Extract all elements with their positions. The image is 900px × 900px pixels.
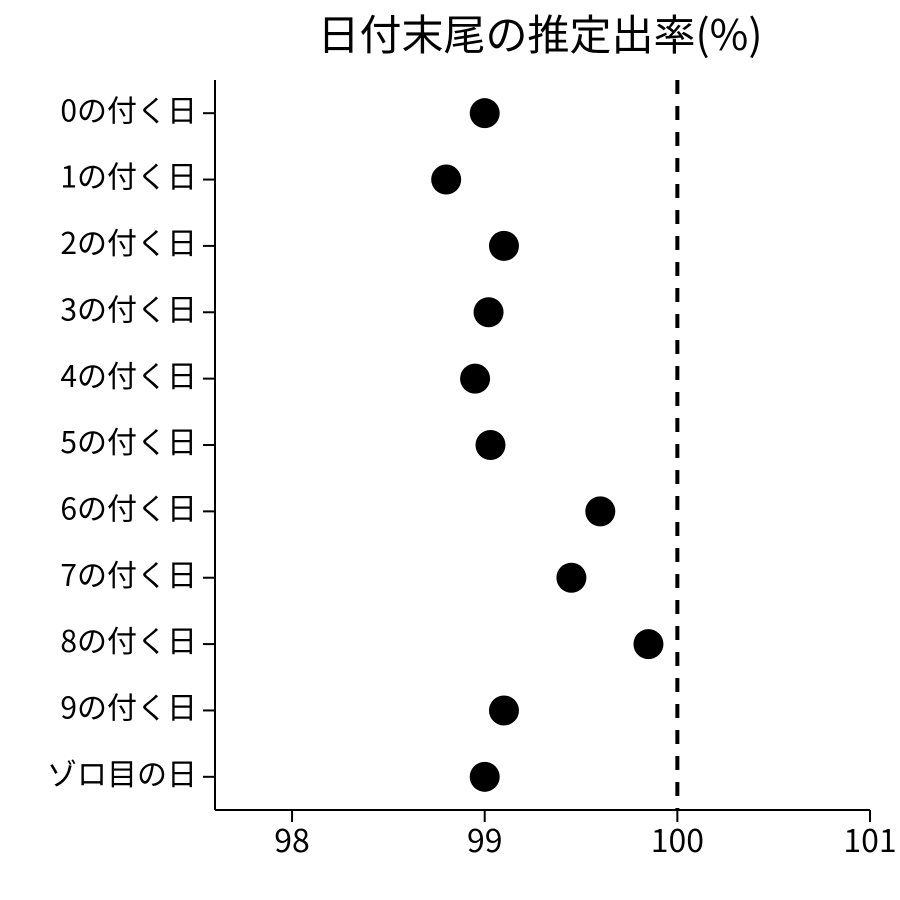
- chart-title: 日付末尾の推定出率(%): [317, 2, 762, 63]
- data-point: [470, 762, 500, 792]
- y-tick-label: 8の付く日: [60, 617, 197, 661]
- data-point: [489, 695, 519, 725]
- x-tick-label: 101: [843, 816, 896, 862]
- data-point: [460, 364, 490, 394]
- y-tick-label: 5の付く日: [60, 418, 197, 462]
- x-tick-label: 100: [651, 816, 704, 862]
- y-tick-label: 0の付く日: [60, 86, 197, 130]
- data-point: [585, 496, 615, 526]
- y-tick-label: 9の付く日: [60, 684, 197, 728]
- y-tick-label: 7の付く日: [60, 551, 197, 595]
- data-point: [474, 297, 504, 327]
- data-point: [475, 430, 505, 460]
- y-tick-label: 1の付く日: [60, 153, 197, 197]
- x-tick-label: 98: [274, 816, 310, 862]
- data-point: [431, 165, 461, 195]
- data-point: [470, 98, 500, 128]
- y-tick-label: 6の付く日: [60, 485, 197, 529]
- y-tick-label: 4の付く日: [60, 352, 197, 396]
- data-point: [556, 563, 586, 593]
- x-tick-label: 99: [467, 816, 503, 862]
- dot-plot-chart: 日付末尾の推定出率(%) 0の付く日 1の付く日 2の付く日 3の付く日 4の付く日 5の付…: [0, 0, 900, 900]
- y-tick-label: 3の付く日: [60, 285, 197, 329]
- data-point: [489, 231, 519, 261]
- y-tick-label: ゾロ目の日: [47, 750, 197, 794]
- y-tick-label: 2の付く日: [60, 219, 197, 263]
- data-point: [633, 629, 663, 659]
